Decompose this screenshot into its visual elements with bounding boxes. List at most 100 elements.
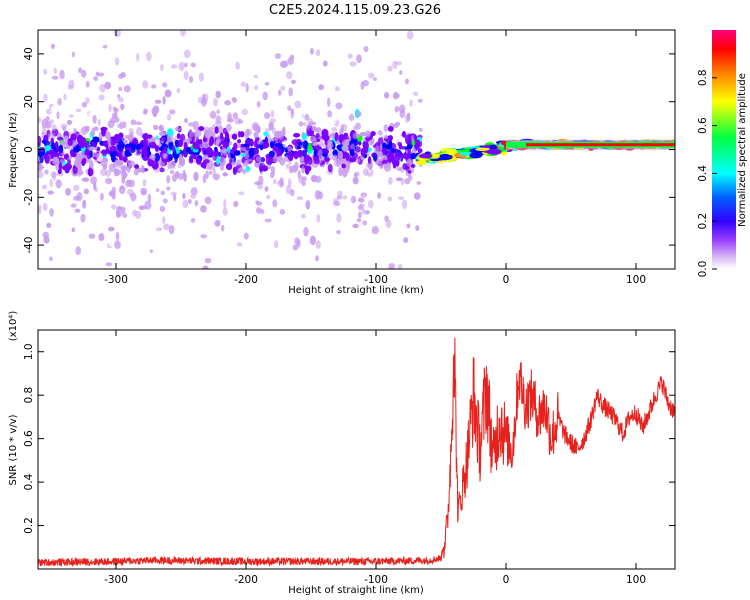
y-tick-label: 1.0 bbox=[23, 343, 35, 360]
heatmap-cell bbox=[38, 209, 42, 215]
heatmap-cell bbox=[329, 133, 337, 138]
heatmap-cell bbox=[327, 163, 333, 173]
colorbar: 0.0 0.2 0.4 0.6 0.8 Normalized spectral ampl… bbox=[697, 30, 748, 277]
colorbar-tick-label: 0.6 bbox=[697, 117, 709, 134]
heatmap-cell bbox=[116, 210, 120, 218]
heatmap-cell bbox=[410, 152, 417, 160]
heatmap-cell bbox=[94, 165, 101, 175]
heatmap-cell bbox=[166, 114, 172, 121]
heatmap-cell bbox=[74, 208, 81, 213]
heatmap-cell bbox=[198, 139, 203, 145]
heatmap-cell bbox=[216, 115, 222, 124]
spectrogram-x-axis-label: Height of straight line (km) bbox=[288, 285, 424, 296]
heatmap-cell bbox=[397, 264, 403, 269]
heatmap-cell bbox=[170, 160, 176, 169]
heatmap-cell bbox=[126, 165, 131, 173]
heatmap-cell bbox=[327, 97, 331, 107]
heatmap-cell bbox=[244, 160, 249, 167]
heatmap-cell bbox=[178, 61, 185, 71]
heatmap-cell bbox=[149, 154, 157, 160]
heatmap-cell bbox=[188, 131, 194, 138]
heatmap-cell bbox=[167, 161, 172, 170]
heatmap-cell bbox=[392, 206, 398, 213]
heatmap-cell bbox=[365, 250, 369, 258]
snr-series-line bbox=[38, 337, 675, 568]
heatmap-cell bbox=[38, 204, 42, 211]
heatmap-cell bbox=[49, 208, 54, 217]
snr-panel: -300 -200 -100 0 100 0.2 0.4 0.6 0.8 1.0 Height … bbox=[8, 311, 676, 596]
heatmap-cell bbox=[145, 51, 152, 62]
heatmap-cell bbox=[134, 164, 140, 169]
heatmap-cell bbox=[285, 184, 292, 195]
heatmap-cell bbox=[149, 249, 153, 254]
spectrogram-x-ticks: -300 -200 -100 0 100 bbox=[104, 30, 646, 286]
heatmap-cell bbox=[270, 172, 275, 179]
heatmap-cell bbox=[343, 132, 348, 137]
heatmap-cell bbox=[105, 178, 113, 185]
heatmap-cell bbox=[379, 163, 384, 169]
spectrogram-heatmap bbox=[38, 21, 675, 294]
heatmap-cell bbox=[280, 85, 286, 91]
heatmap-cell bbox=[99, 83, 106, 93]
heatmap-cell bbox=[407, 148, 411, 154]
heatmap-cell bbox=[161, 216, 166, 225]
heatmap-cell bbox=[332, 154, 338, 161]
y-tick-label: 0.8 bbox=[23, 387, 35, 404]
heatmap-cell bbox=[298, 121, 304, 127]
heatmap-cell bbox=[169, 109, 176, 115]
heatmap-cell bbox=[315, 133, 320, 138]
colorbar-tick-label: 0.8 bbox=[697, 69, 709, 86]
heatmap-cell bbox=[354, 146, 361, 153]
heatmap-cell bbox=[327, 142, 334, 149]
heatmap-cell bbox=[57, 98, 62, 107]
heatmap-cell bbox=[96, 146, 101, 152]
heatmap-cell bbox=[336, 230, 341, 235]
heatmap-cell bbox=[307, 142, 313, 152]
heatmap-cell bbox=[155, 139, 160, 147]
heatmap-cell bbox=[374, 145, 380, 155]
heatmap-cell bbox=[182, 199, 189, 209]
heatmap-cell bbox=[155, 188, 160, 193]
heatmap-cell bbox=[363, 145, 369, 154]
heatmap-cell bbox=[102, 157, 108, 163]
heatmap-cell bbox=[185, 147, 191, 153]
heatmap-cell bbox=[55, 179, 62, 189]
heatmap-cell bbox=[289, 54, 295, 60]
heatmap-cell bbox=[171, 145, 176, 152]
heatmap-cell bbox=[384, 135, 388, 140]
y-tick-label: 0 bbox=[23, 146, 35, 153]
x-tick-label: 100 bbox=[626, 274, 646, 286]
heatmap-cell bbox=[117, 94, 121, 98]
heatmap-cell bbox=[349, 61, 357, 67]
heatmap-cell bbox=[88, 150, 93, 158]
heatmap-cell bbox=[120, 72, 126, 78]
heatmap-cell bbox=[256, 201, 263, 206]
heatmap-cell bbox=[413, 134, 417, 141]
x-tick-label: -300 bbox=[104, 274, 128, 286]
heatmap-cell bbox=[105, 262, 113, 267]
heatmap-cell bbox=[59, 144, 63, 154]
heatmap-cell bbox=[196, 157, 202, 165]
heatmap-cell bbox=[288, 165, 293, 174]
heatmap-cell bbox=[49, 119, 54, 124]
heatmap-cell bbox=[71, 51, 75, 58]
heatmap-cell bbox=[96, 152, 104, 162]
heatmap-cell bbox=[237, 167, 244, 173]
heatmap-cell bbox=[80, 152, 86, 159]
heatmap-cell bbox=[280, 187, 284, 194]
heatmap-cell bbox=[264, 70, 270, 74]
heatmap-cell bbox=[270, 21, 273, 28]
heatmap-cell bbox=[136, 150, 141, 155]
heatmap-cell bbox=[392, 60, 398, 70]
heatmap-cell bbox=[309, 121, 317, 126]
heatmap-cell bbox=[275, 53, 281, 59]
heatmap-cell bbox=[188, 76, 194, 83]
heatmap-cell bbox=[90, 176, 97, 185]
heatmap-cell bbox=[113, 168, 120, 177]
heatmap-cell bbox=[95, 71, 100, 77]
heatmap-cell bbox=[240, 143, 244, 148]
snr-x-ticks: -300 -200 -100 0 100 bbox=[104, 330, 646, 586]
heatmap-cell bbox=[256, 140, 264, 145]
heatmap-cell bbox=[103, 287, 106, 294]
heatmap-cell bbox=[46, 222, 52, 228]
